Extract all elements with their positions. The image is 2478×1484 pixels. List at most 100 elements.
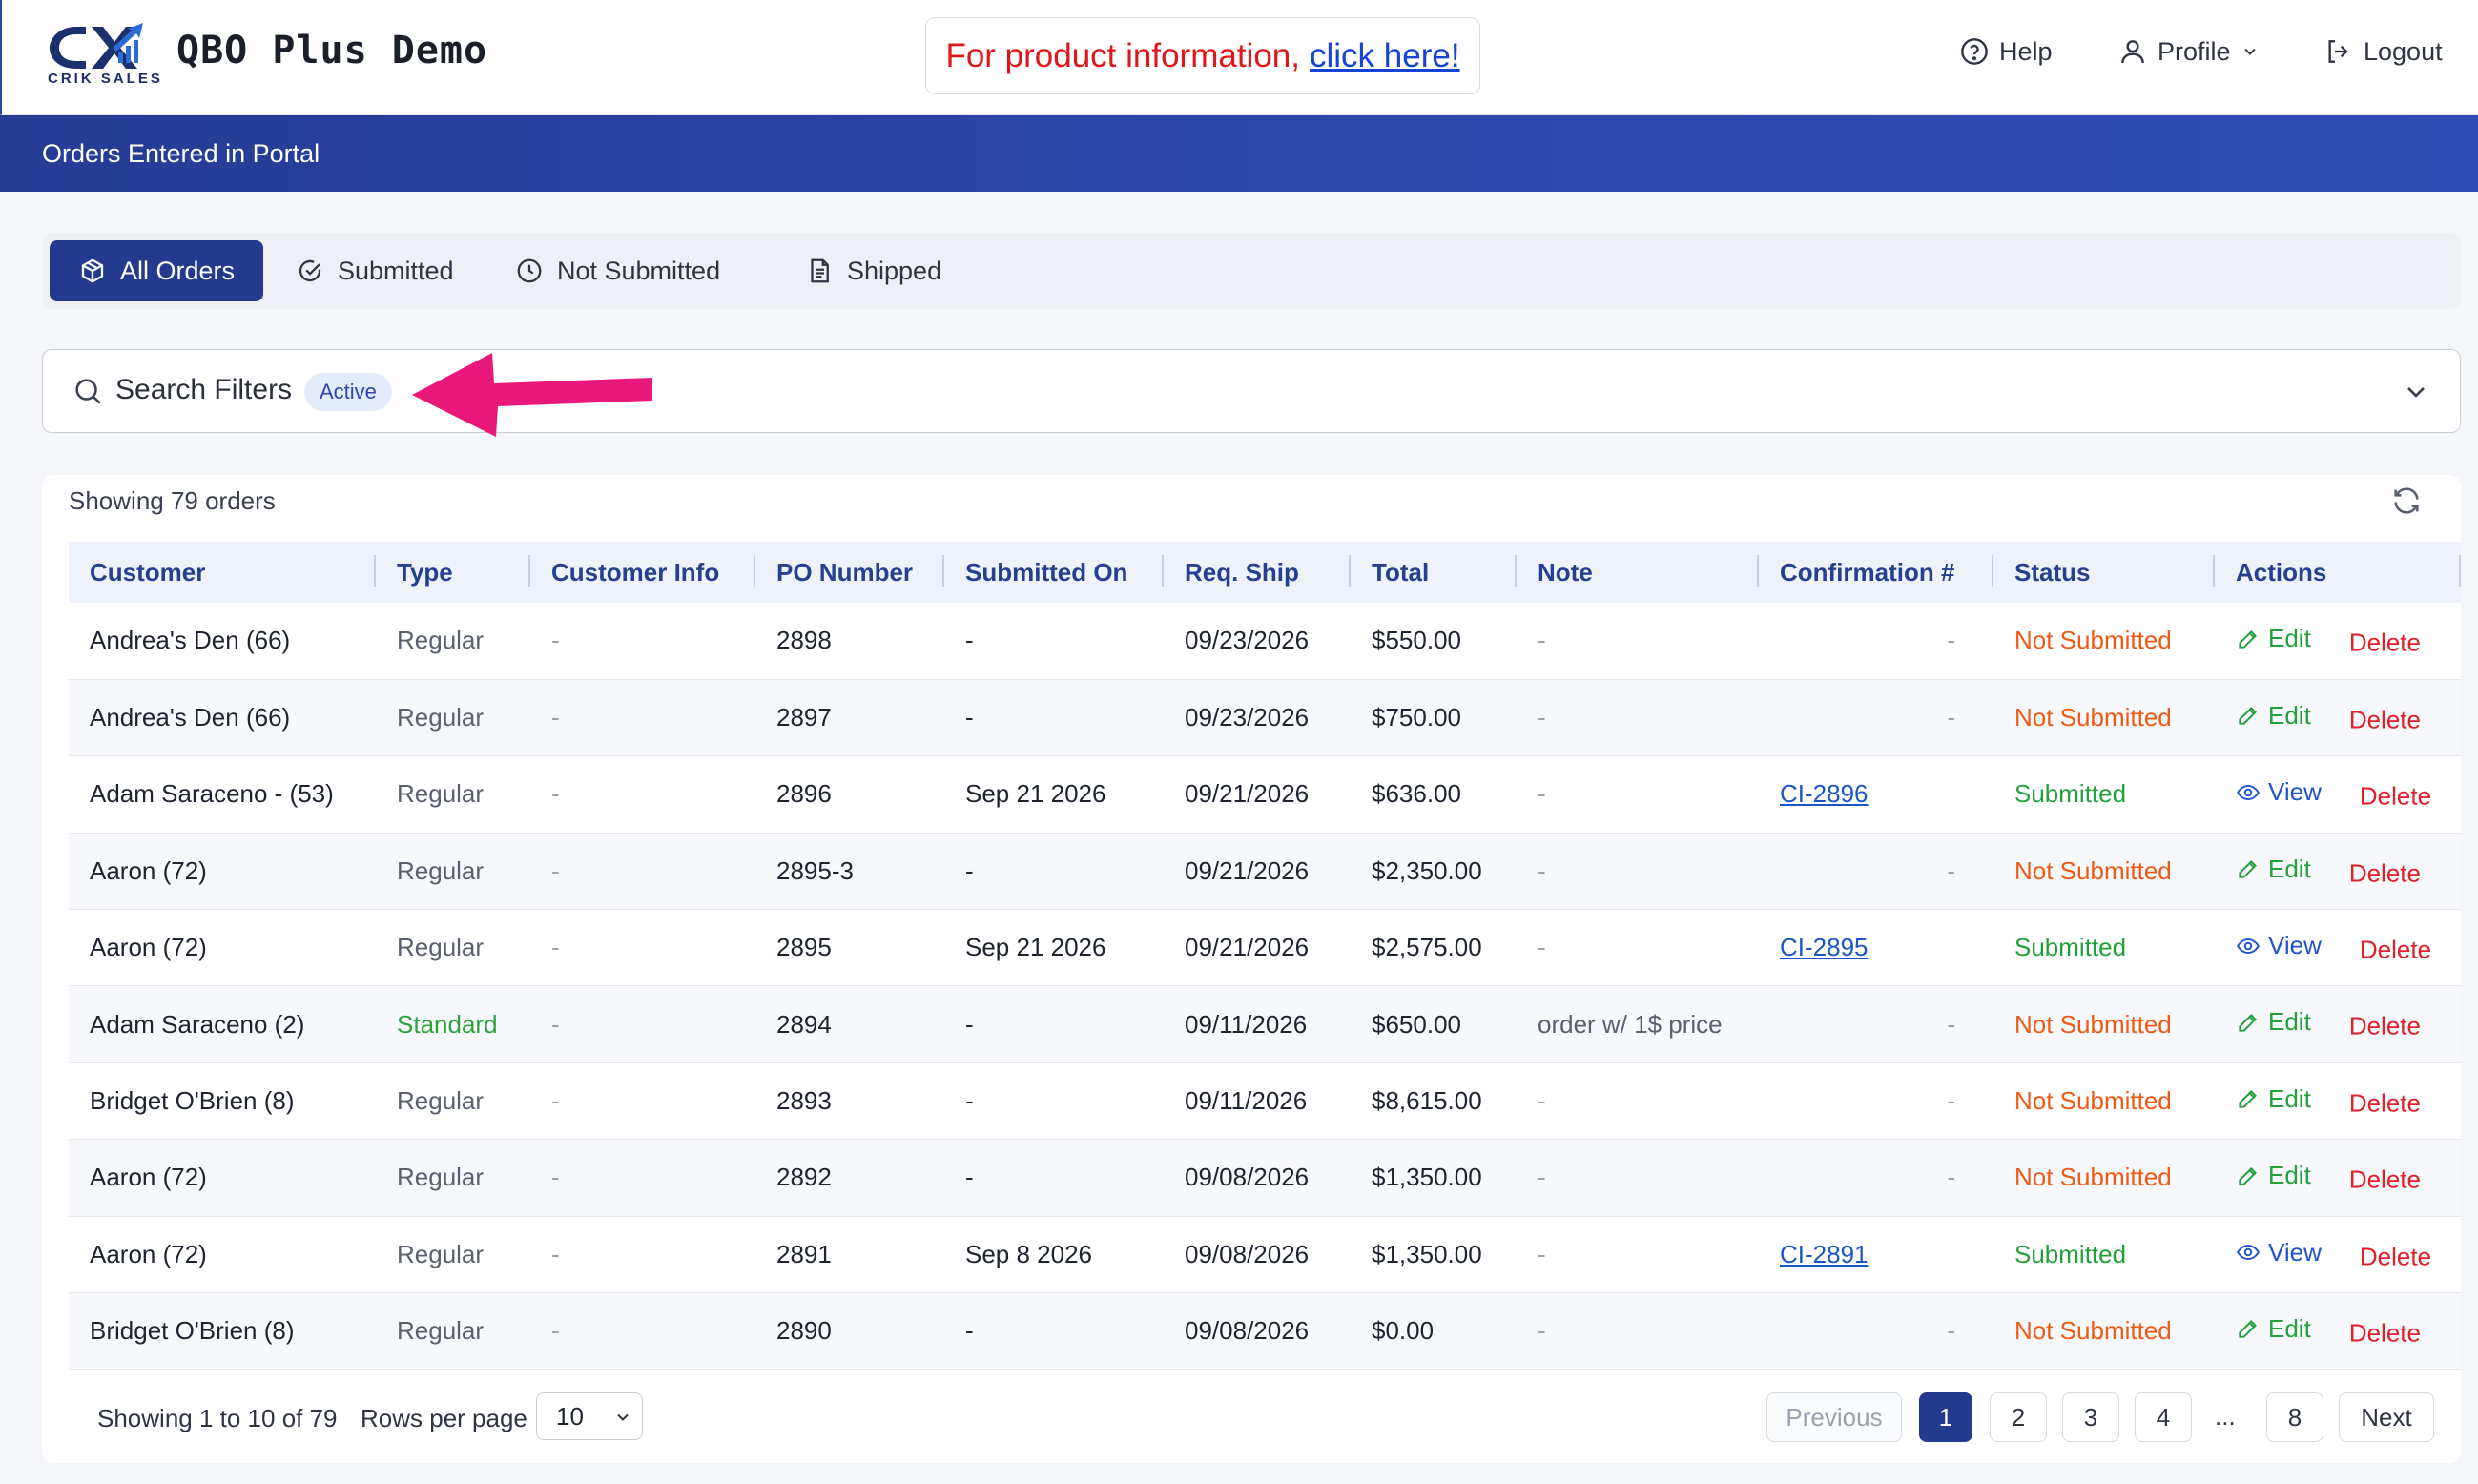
delete-button[interactable]: Delete: [2348, 1088, 2421, 1118]
view-button[interactable]: View: [2236, 1238, 2322, 1268]
table-row[interactable]: Adam Saraceno (2) Standard - 2894 - 09/11/202…: [69, 985, 2461, 1063]
pencil-icon: [2239, 1166, 2257, 1185]
cell-actions: Edit Delete: [2215, 1140, 2461, 1216]
table-row[interactable]: Andrea's Den (66) Regular - 2898 - 09/23/2026…: [69, 603, 2461, 680]
delete-button[interactable]: Delete: [2359, 781, 2432, 811]
cell-status: Not Submitted: [2014, 626, 2172, 655]
tab-all-orders[interactable]: All Orders: [50, 240, 264, 301]
logo-subtitle: CRIK SALES: [48, 71, 163, 87]
table-row[interactable]: Aaron (72) Regular - 2892 - 09/08/2026 $1,350.…: [69, 1139, 2461, 1217]
view-button[interactable]: View: [2236, 931, 2322, 960]
page-banner: Orders Entered in Portal: [0, 115, 2478, 192]
confirmation-link[interactable]: CI-2891: [1780, 1239, 1869, 1268]
edit-button[interactable]: Edit: [2236, 701, 2311, 731]
cell-note: -: [1538, 703, 1546, 732]
edit-button[interactable]: Edit: [2236, 855, 2311, 884]
edit-button[interactable]: Edit: [2236, 1314, 2311, 1344]
eye-icon: [2237, 784, 2260, 800]
orders-count: Showing 79 orders: [69, 486, 276, 515]
pagination-info: Showing 1 to 10 of 79: [97, 1404, 338, 1432]
pencil-icon: [2239, 1090, 2257, 1108]
promo-link[interactable]: click here!: [1310, 36, 1460, 74]
cell-actions: Edit Delete: [2215, 1062, 2461, 1139]
profile-label: Profile: [2158, 36, 2231, 66]
confirmation-link[interactable]: CI-2895: [1780, 933, 1869, 962]
search-icon: [75, 379, 101, 404]
cell-total: $2,350.00: [1372, 855, 1482, 885]
pencil-icon: [2239, 1320, 2257, 1339]
delete-button[interactable]: Delete: [2359, 935, 2432, 964]
action-label: Edit: [2268, 700, 2311, 730]
column-header-po-number[interactable]: PO Number: [755, 542, 944, 603]
column-header-type[interactable]: Type: [376, 542, 530, 603]
action-label: Edit: [2268, 624, 2311, 653]
cell-req-ship: 09/21/2026: [1185, 855, 1310, 885]
table-row[interactable]: Aaron (72) Regular - 2895-3 - 09/21/2026 $2,35…: [69, 833, 2461, 910]
next-page-button[interactable]: Next: [2339, 1392, 2434, 1442]
edit-button[interactable]: Edit: [2236, 1084, 2311, 1114]
page-button-8[interactable]: 8: [2266, 1392, 2323, 1442]
profile-menu[interactable]: Profile: [2117, 36, 2260, 67]
cell-po-number: 2895: [776, 933, 832, 962]
column-header-confirmation[interactable]: Confirmation #: [1759, 542, 1993, 603]
table-row[interactable]: Aaron (72) Regular - 2895 Sep 21 2026 09/21/2…: [69, 909, 2461, 986]
column-header-customer[interactable]: Customer: [69, 542, 376, 603]
search-filters-toggle[interactable]: Search Filters Active: [42, 349, 2461, 433]
table-row[interactable]: Adam Saraceno - (53) Regular - 2896 Sep 21 2…: [69, 755, 2461, 834]
cell-confirmation: -: [1947, 1086, 1955, 1116]
cell-customer-info: -: [551, 703, 560, 732]
refresh-icon[interactable]: [2390, 484, 2423, 517]
edit-button[interactable]: Edit: [2236, 1007, 2311, 1037]
page-button-2[interactable]: 2: [1990, 1392, 2047, 1442]
edit-button[interactable]: Edit: [2236, 624, 2311, 653]
cell-submitted-on: Sep 21 2026: [965, 779, 1106, 809]
cell-status: Submitted: [2014, 1239, 2127, 1268]
table-row[interactable]: Bridget O'Brien (8) Regular - 2890 - 09/08/20…: [69, 1292, 2461, 1370]
cell-total: $650.00: [1372, 1009, 1461, 1039]
action-label: View: [2268, 777, 2322, 807]
page-button-3[interactable]: 3: [2062, 1392, 2119, 1442]
cell-note: -: [1538, 1239, 1546, 1268]
column-header-customer-info[interactable]: Customer Info: [530, 542, 755, 603]
cell-req-ship: 09/11/2026: [1185, 1009, 1308, 1039]
edit-button[interactable]: Edit: [2236, 1161, 2311, 1190]
previous-page-button[interactable]: Previous: [1766, 1392, 1902, 1442]
column-header-status[interactable]: Status: [1993, 542, 2215, 603]
page-button-1[interactable]: 1: [1919, 1392, 1972, 1442]
cell-submitted-on: -: [965, 626, 974, 655]
table-row[interactable]: Bridget O'Brien (8) Regular - 2893 - 09/11/20…: [69, 1062, 2461, 1140]
tab-submitted[interactable]: Submitted: [267, 240, 483, 301]
rows-per-page-label: Rows per page: [361, 1404, 527, 1432]
table-row[interactable]: Aaron (72) Regular - 2891 Sep 8 2026 09/08/20…: [69, 1216, 2461, 1293]
help-label: Help: [1999, 36, 2053, 66]
delete-button[interactable]: Delete: [2348, 1165, 2421, 1194]
delete-button[interactable]: Delete: [2348, 1318, 2421, 1348]
column-header-submitted-on[interactable]: Submitted On: [944, 542, 1164, 603]
cell-status: Not Submitted: [2014, 855, 2172, 885]
delete-button[interactable]: Delete: [2348, 1011, 2421, 1041]
cell-submitted-on: Sep 21 2026: [965, 933, 1106, 962]
help-link[interactable]: Help: [1959, 36, 2053, 67]
cell-customer: Andrea's Den (66): [90, 703, 291, 732]
top-header: CRIK SALES QBO Plus Demo For product inf…: [0, 0, 2478, 115]
delete-button[interactable]: Delete: [2348, 705, 2421, 734]
delete-button[interactable]: Delete: [2359, 1242, 2432, 1271]
cell-customer-info: -: [551, 1316, 560, 1346]
cell-note: -: [1538, 1316, 1546, 1346]
tab-shipped[interactable]: Shipped: [776, 240, 970, 301]
column-header-total[interactable]: Total: [1351, 542, 1517, 603]
view-button[interactable]: View: [2236, 777, 2322, 807]
confirmation-link[interactable]: CI-2896: [1780, 779, 1869, 809]
document-icon: [811, 258, 829, 283]
page-button-4[interactable]: 4: [2135, 1392, 2192, 1442]
table-row[interactable]: Andrea's Den (66) Regular - 2897 - 09/23/2026…: [69, 679, 2461, 756]
action-label: Edit: [2268, 1083, 2311, 1113]
column-header-req-ship[interactable]: Req. Ship: [1164, 542, 1351, 603]
logout-link[interactable]: Logout: [2323, 36, 2443, 67]
delete-button[interactable]: Delete: [2348, 858, 2421, 888]
rows-per-page-select[interactable]: 10: [536, 1392, 643, 1440]
column-header-note[interactable]: Note: [1517, 542, 1759, 603]
crik-sales-logo[interactable]: [44, 19, 158, 92]
delete-button[interactable]: Delete: [2348, 628, 2421, 657]
tab-not-submitted[interactable]: Not Submitted: [486, 240, 749, 301]
